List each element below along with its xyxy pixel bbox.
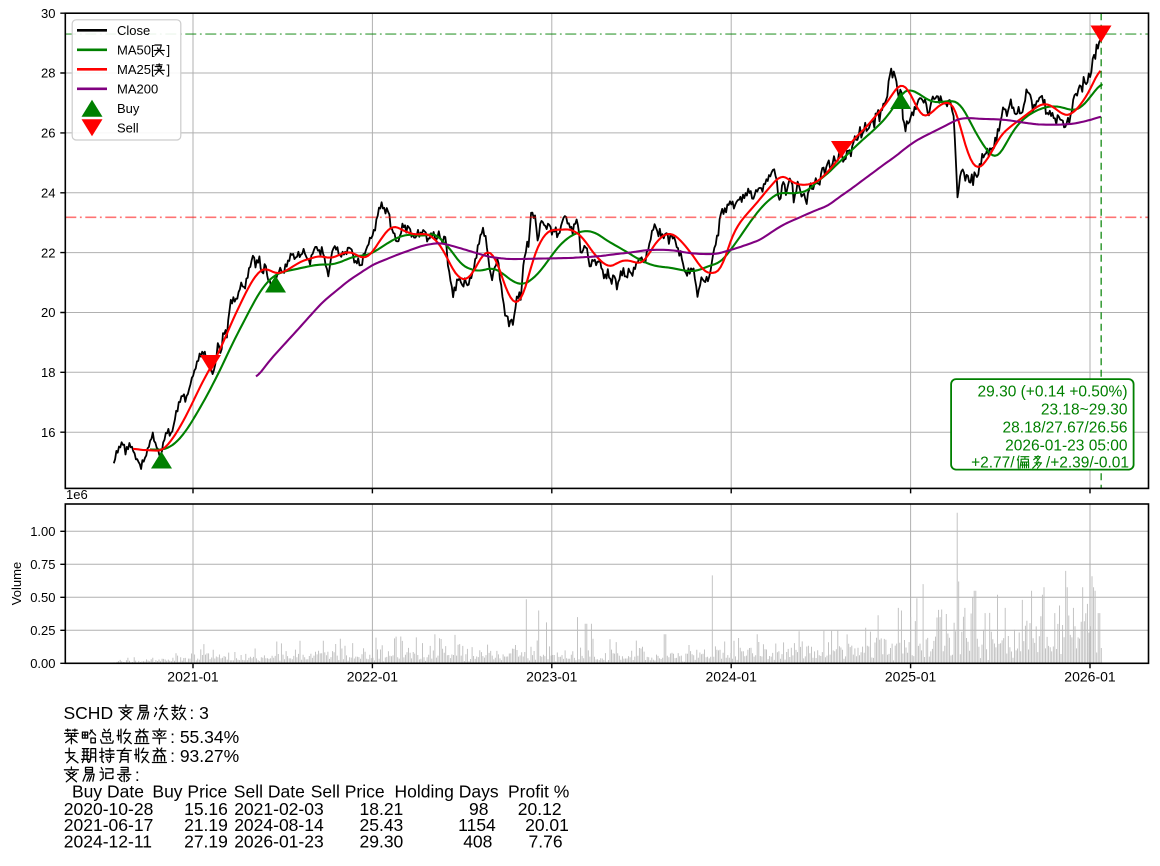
svg-text:: 93.27%: : 93.27%	[170, 746, 239, 766]
svg-text:: 3: : 3	[189, 703, 208, 723]
svg-text:0.25: 0.25	[30, 623, 55, 638]
svg-text:20.12: 20.12	[518, 799, 562, 819]
svg-text:23.18~29.30: 23.18~29.30	[1041, 402, 1128, 419]
svg-text:]: ]	[167, 62, 171, 77]
svg-text:Sell Date: Sell Date	[234, 782, 305, 802]
svg-text:28: 28	[41, 66, 55, 81]
svg-text:1154: 1154	[458, 815, 496, 835]
svg-text:Holding Days: Holding Days	[395, 782, 499, 802]
svg-text:21.19: 21.19	[184, 815, 228, 835]
svg-text:0.75: 0.75	[30, 557, 55, 572]
svg-text:2021-01: 2021-01	[167, 669, 219, 685]
svg-text:24: 24	[41, 186, 55, 201]
svg-text:29.30: 29.30	[360, 832, 404, 852]
svg-text:20: 20	[41, 305, 55, 320]
svg-text:Buy: Buy	[117, 101, 140, 116]
svg-text:18.21: 18.21	[360, 799, 404, 819]
svg-text:30: 30	[41, 6, 55, 21]
svg-text:Volume: Volume	[9, 562, 24, 605]
svg-text:2021-06-17: 2021-06-17	[64, 815, 154, 835]
svg-text:1.00: 1.00	[30, 524, 55, 539]
svg-text:2026-01-23: 2026-01-23	[234, 832, 324, 852]
svg-text:2025-01: 2025-01	[885, 669, 937, 685]
svg-text:+2.77/: +2.77/	[971, 455, 1015, 472]
svg-text:Sell: Sell	[117, 121, 139, 136]
svg-text:0.50: 0.50	[30, 590, 55, 605]
svg-text:16: 16	[41, 425, 55, 440]
svg-text:/+2.39/-0.01: /+2.39/-0.01	[1046, 455, 1129, 472]
svg-text:22: 22	[41, 245, 55, 260]
svg-text:MA200: MA200	[117, 82, 158, 97]
svg-text:28.18/27.67/26.56: 28.18/27.67/26.56	[1003, 420, 1128, 437]
svg-text:2024-12-11: 2024-12-11	[64, 832, 152, 852]
svg-text:SCHD: SCHD	[64, 703, 114, 723]
svg-text:2024-08-14: 2024-08-14	[234, 815, 324, 835]
svg-text:2021-02-03: 2021-02-03	[234, 799, 324, 819]
svg-text:2024-01: 2024-01	[706, 669, 758, 685]
svg-text:1e6: 1e6	[66, 487, 88, 502]
svg-text:2026-01: 2026-01	[1064, 669, 1116, 685]
svg-text:MA25[: MA25[	[117, 62, 155, 77]
svg-text:27.19: 27.19	[184, 832, 228, 852]
svg-text:Profit %: Profit %	[508, 782, 569, 802]
svg-text:7.76: 7.76	[529, 832, 563, 852]
svg-text:: 55.34%: : 55.34%	[170, 727, 239, 747]
svg-text:20.01: 20.01	[525, 815, 569, 835]
svg-text:Buy Price: Buy Price	[152, 782, 227, 802]
svg-text:Sell Price: Sell Price	[311, 782, 385, 802]
svg-text:2023-01: 2023-01	[526, 669, 578, 685]
svg-text:25.43: 25.43	[360, 815, 404, 835]
svg-text:15.16: 15.16	[184, 799, 228, 819]
svg-text:2022-01: 2022-01	[347, 669, 399, 685]
svg-text:408: 408	[463, 832, 492, 852]
svg-text:2020-10-28: 2020-10-28	[64, 799, 154, 819]
svg-text:MA50[: MA50[	[117, 43, 155, 58]
svg-text:0.00: 0.00	[30, 656, 55, 671]
svg-text:29.30 (+0.14 +0.50%): 29.30 (+0.14 +0.50%)	[978, 384, 1128, 401]
svg-text:Close: Close	[117, 23, 150, 38]
svg-text:2026-01-23 05:00: 2026-01-23 05:00	[1005, 438, 1128, 455]
svg-text::: :	[135, 765, 140, 785]
svg-text:Buy Date: Buy Date	[72, 782, 144, 802]
svg-text:18: 18	[41, 365, 55, 380]
svg-text:98: 98	[469, 799, 488, 819]
svg-text:26: 26	[41, 126, 55, 141]
svg-text:]: ]	[167, 43, 171, 58]
